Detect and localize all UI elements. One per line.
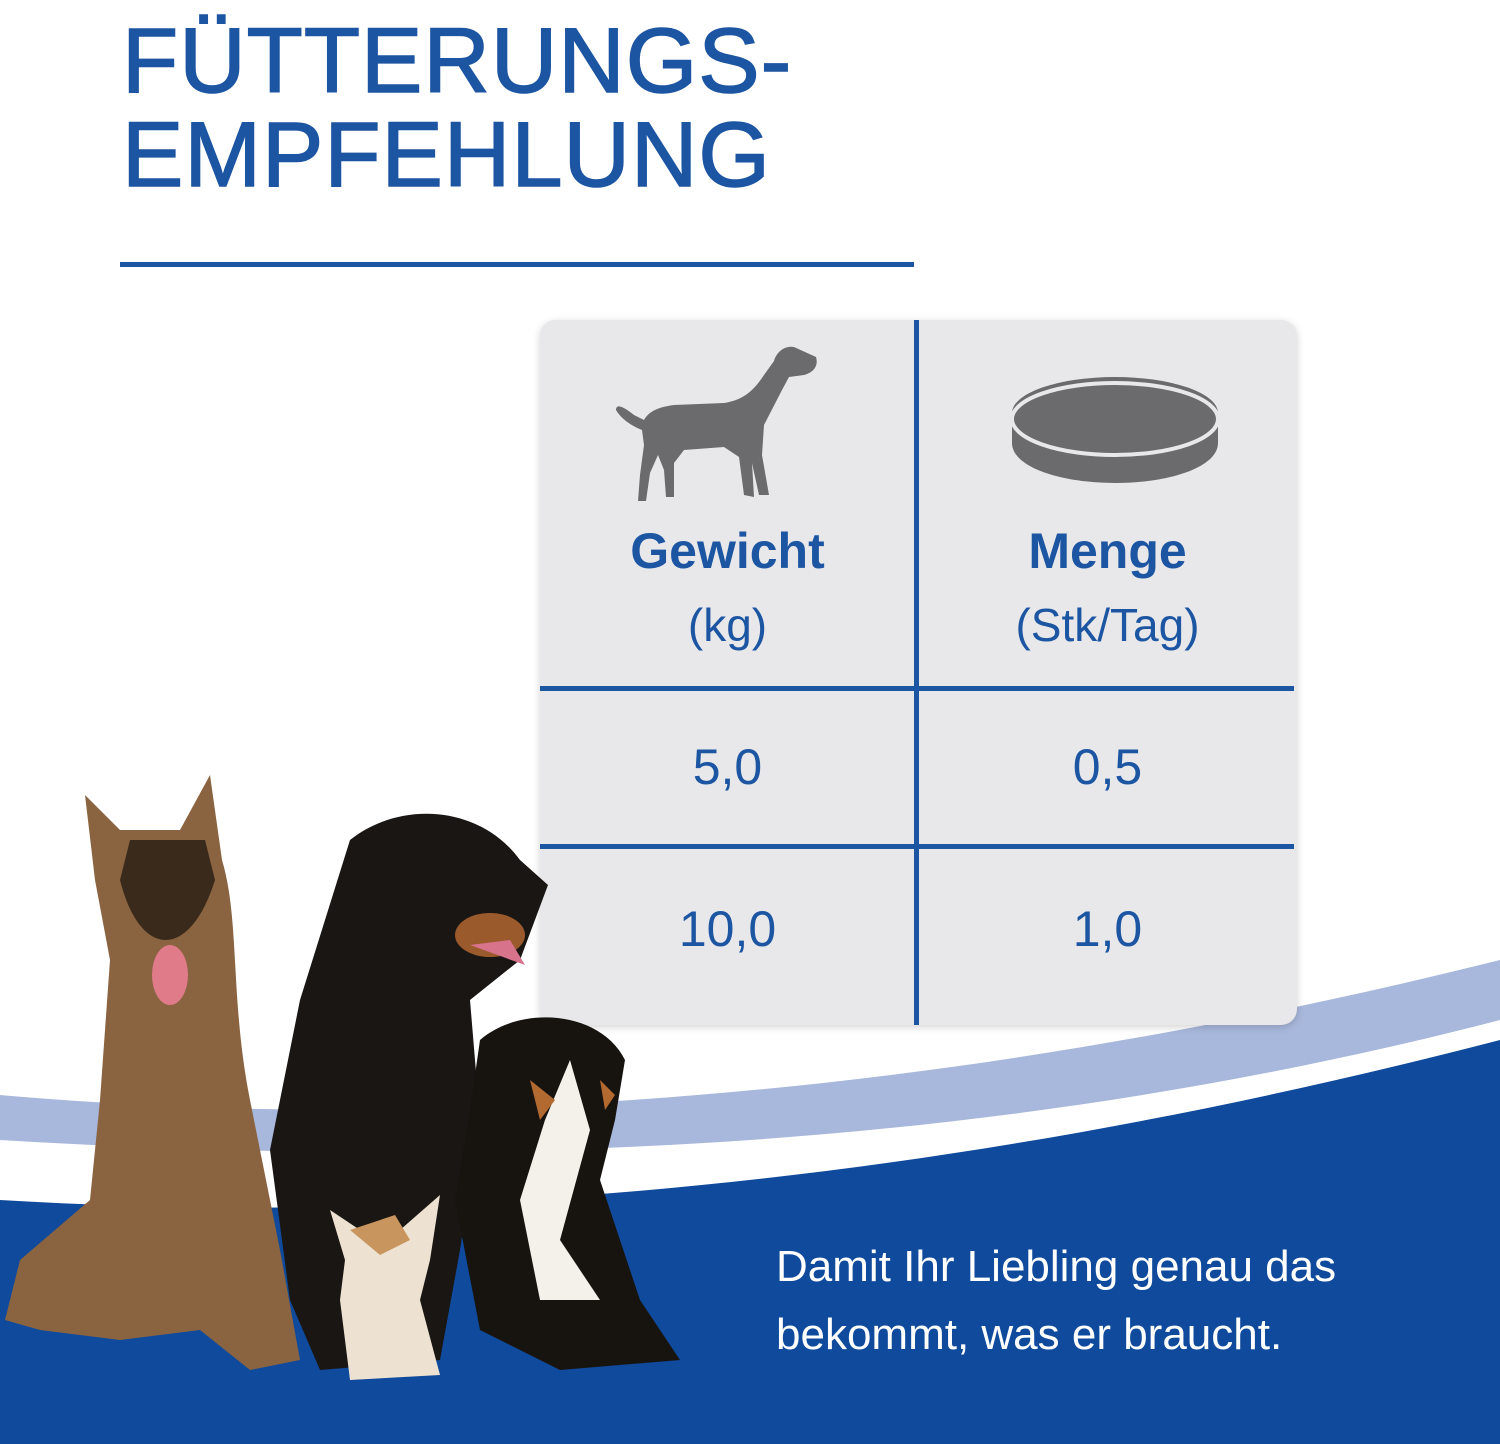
cell-amount-2: 1,0 xyxy=(1072,901,1143,957)
header-weight: Gewicht xyxy=(630,523,825,579)
cell-weight-2: 10,0 xyxy=(678,901,777,957)
tagline-line-2: bekommt, was er braucht. xyxy=(776,1310,1283,1359)
tablet-icon xyxy=(1010,377,1220,483)
header-weight-unit: (kg) xyxy=(687,599,768,651)
title-divider xyxy=(120,262,914,267)
row-divider xyxy=(540,686,1294,691)
title-line-2: EMPFEHLUNG xyxy=(121,104,771,206)
title-line-1: FÜTTERUNGS- xyxy=(121,10,793,112)
header-amount: Menge xyxy=(1028,523,1187,579)
chihuahua-dog xyxy=(330,1195,440,1380)
page-title: FÜTTERUNGS- EMPFEHLUNG xyxy=(121,10,793,206)
dog-icon xyxy=(616,346,817,501)
row-divider xyxy=(540,844,1294,849)
header-amount-unit: (Stk/Tag) xyxy=(1015,599,1200,651)
dogs-photo xyxy=(5,775,680,1380)
tagline-line-1: Damit Ihr Liebling genau das xyxy=(776,1242,1337,1291)
cell-weight-1: 5,0 xyxy=(692,739,763,795)
column-divider xyxy=(914,320,919,1025)
shepherd-dog xyxy=(5,775,300,1370)
cell-amount-1: 0,5 xyxy=(1072,739,1143,795)
tagline: Damit Ihr Liebling genau das bekommt, wa… xyxy=(776,1233,1336,1369)
feeding-table: Gewicht (kg) Menge (Stk/Tag) 5,0 0,5 10,… xyxy=(540,320,1297,1025)
